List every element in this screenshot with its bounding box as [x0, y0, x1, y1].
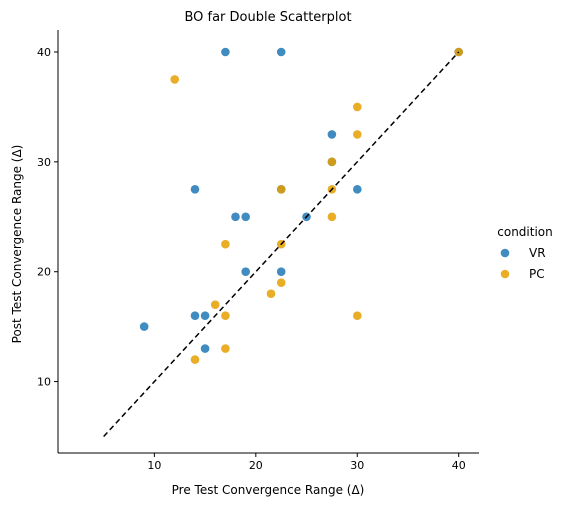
data-point: [190, 355, 200, 364]
y-axis-label: Post Test Convergence Range (Δ): [10, 145, 24, 344]
plot-area: [103, 47, 464, 438]
data-point: [231, 212, 240, 222]
data-point: [221, 311, 230, 321]
data-point: [190, 185, 200, 194]
data-point: [139, 322, 149, 331]
legend-label-pc: PC: [529, 267, 545, 281]
y-tick-label: 10: [37, 376, 51, 389]
legend-marker-pc: [500, 269, 510, 279]
reference-line: [103, 51, 460, 438]
data-point: [276, 278, 286, 288]
data-point: [353, 130, 362, 139]
data-point: [200, 344, 210, 353]
data-point: [210, 300, 220, 310]
legend-title: condition: [497, 225, 552, 239]
data-point: [276, 47, 286, 57]
x-tick-label: 40: [452, 459, 466, 472]
legend-label-vr: VR: [529, 246, 546, 260]
y-tick-label: 20: [37, 266, 51, 279]
data-point: [276, 185, 286, 194]
data-point: [266, 289, 276, 299]
data-point: [327, 130, 337, 139]
data-point: [276, 267, 286, 277]
series-pc: [170, 47, 464, 364]
data-point: [241, 212, 250, 222]
data-point: [327, 157, 337, 167]
data-point: [200, 311, 210, 321]
y-tick-label: 40: [37, 46, 51, 59]
y-axis: 10 20 30 40: [37, 30, 59, 453]
data-point: [221, 344, 230, 353]
x-tick-label: 10: [147, 459, 161, 472]
data-point: [327, 212, 337, 222]
chart-title: BO far Double Scatterplot: [184, 10, 351, 25]
x-axis-label: Pre Test Convergence Range (Δ): [172, 483, 365, 497]
data-point: [353, 185, 362, 194]
data-point: [170, 75, 179, 84]
data-point: [190, 311, 200, 321]
data-point: [221, 239, 230, 249]
x-tick-label: 20: [249, 459, 263, 472]
series-vr: [139, 47, 464, 353]
data-point: [353, 102, 362, 112]
data-point: [353, 311, 362, 321]
legend: condition VR PC: [497, 225, 552, 281]
x-axis: 10 20 30 40: [58, 452, 479, 472]
data-point: [241, 267, 250, 277]
legend-marker-vr: [500, 248, 510, 258]
x-tick-label: 30: [350, 459, 364, 472]
y-tick-label: 30: [37, 156, 51, 169]
data-point: [221, 47, 230, 57]
